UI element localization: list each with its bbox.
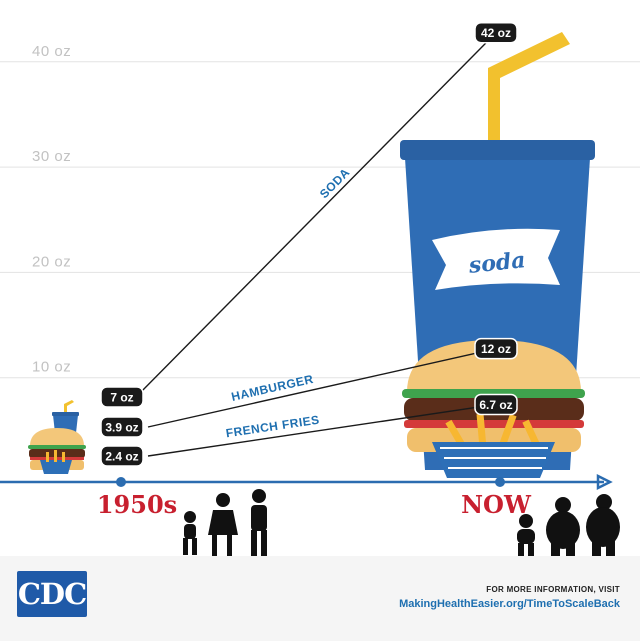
footer-note: FOR MORE INFORMATION, VISIT [486, 585, 620, 594]
value-label: 42 oz [481, 26, 511, 40]
value-pill [100, 416, 144, 438]
value-pill [474, 337, 518, 360]
small-straw [64, 400, 74, 412]
small-fries-container [40, 460, 72, 474]
y-tick-label: 20 oz [32, 253, 71, 270]
cdc-logo: CDC [17, 571, 87, 617]
large-tomato [404, 420, 584, 428]
footer-bar [0, 556, 640, 641]
footer-link[interactable]: MakingHealthEasier.org/TimeToScaleBack [399, 598, 620, 610]
series-lines [135, 32, 497, 457]
value-label: 2.4 oz [105, 450, 138, 464]
x-marker-1950s [116, 477, 126, 487]
small-top-bun [30, 428, 84, 446]
series-line [147, 347, 497, 428]
large-top-bun [407, 340, 581, 392]
cup-banner-text: soda [467, 247, 527, 279]
x-axis-arrow [596, 473, 613, 491]
cup-banner [432, 228, 560, 290]
y-tick-label: 10 oz [32, 359, 71, 376]
x-label-now: NOW [461, 490, 532, 519]
value-pill [100, 386, 144, 408]
value-pill [100, 445, 144, 467]
series-line [135, 32, 497, 398]
large-straw [488, 32, 570, 142]
value-pill [474, 393, 518, 416]
family-1950s-icon [183, 489, 267, 556]
y-tick-label: 30 oz [32, 148, 71, 165]
x-label-1950s: 1950s [97, 490, 177, 519]
large-lettuce [402, 389, 585, 398]
value-label: 7 oz [110, 391, 133, 405]
value-label: 3.9 oz [105, 421, 138, 435]
small-meal-illustration [28, 400, 86, 474]
value-labels: 7 oz 42 oz 3.9 oz 12 oz 2.4 oz 6.7 oz [100, 21, 518, 467]
y-tick-labels: 10 oz 20 oz 30 oz 40 oz [32, 43, 71, 376]
series-line [147, 403, 497, 457]
large-fries-front [432, 413, 555, 478]
portion-size-chart: 10 oz 20 oz 30 oz 40 oz soda [0, 21, 640, 556]
value-label: 6.7 oz [479, 398, 512, 412]
value-pill [474, 21, 518, 44]
large-cup-lid [400, 140, 595, 160]
series-label: FRENCH FRIES [225, 413, 321, 441]
y-tick-label: 40 oz [32, 43, 71, 60]
family-now-icon [517, 494, 620, 556]
x-marker-now [495, 477, 505, 487]
value-label: 12 oz [481, 342, 511, 356]
